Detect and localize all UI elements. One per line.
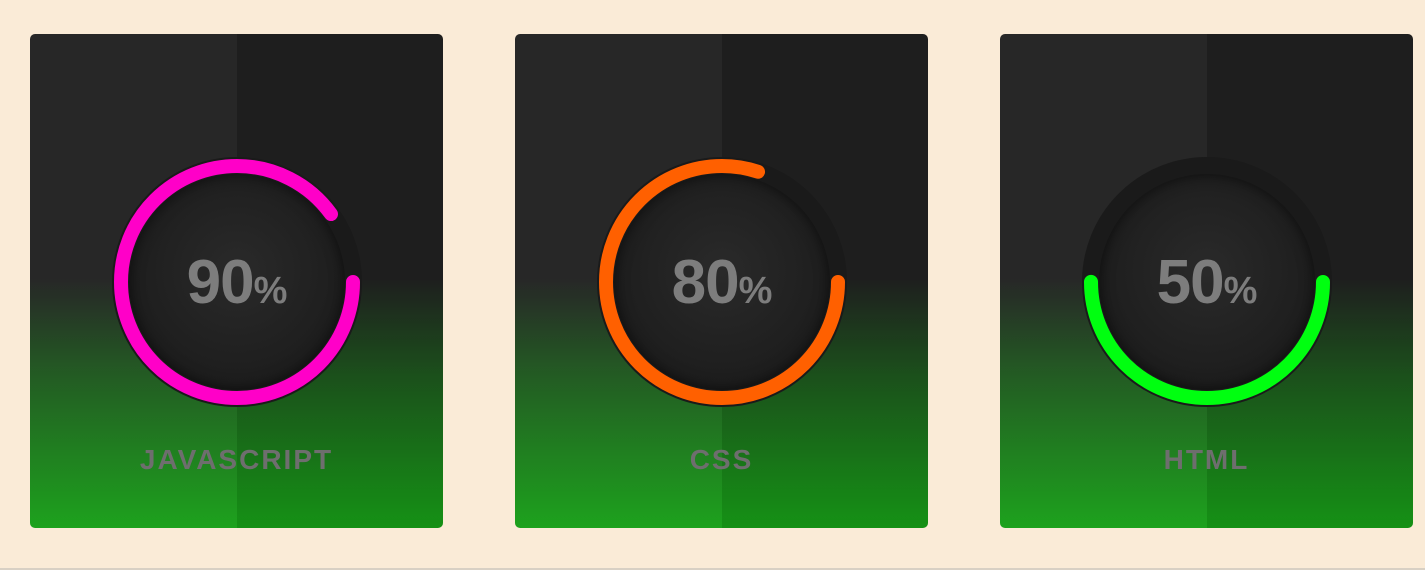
skill-card-css: 80% CSS	[515, 34, 928, 528]
progress-ring: 90%	[112, 157, 362, 407]
percent-value: 90	[186, 247, 255, 317]
progress-ring: 80%	[597, 157, 847, 407]
progress-ring-icon	[1082, 157, 1332, 407]
percent-display: 50%	[1082, 157, 1332, 407]
percent-display: 80%	[597, 157, 847, 407]
progress-ring: 50%	[1082, 157, 1332, 407]
skill-label: HTML	[1163, 444, 1250, 475]
percent-value: 50	[1156, 247, 1225, 317]
percent-sign: %	[1223, 269, 1258, 312]
skill-card-javascript: 90% JAVASCRIPT	[30, 34, 443, 528]
progress-ring-icon	[112, 157, 362, 407]
page-bottom-divider	[0, 568, 1425, 570]
percent-value: 80	[671, 247, 740, 317]
percent-display: 90%	[112, 157, 362, 407]
skill-label: JAVASCRIPT	[139, 444, 334, 475]
progress-ring-icon	[597, 157, 847, 407]
ring-progress-arc	[1084, 159, 1330, 405]
percent-sign: %	[738, 269, 773, 312]
percent-sign: %	[253, 269, 288, 312]
ring-progress-arc	[114, 159, 360, 405]
ring-inner-disc	[614, 174, 830, 390]
skill-cards: 90% JAVASCRIPT 80% CSS 50%	[30, 34, 1413, 528]
ring-inner-disc	[1099, 174, 1315, 390]
ring-inner-disc	[129, 174, 345, 390]
skill-label: CSS	[689, 444, 754, 475]
skill-card-html: 50% HTML	[1000, 34, 1413, 528]
ring-progress-arc	[599, 159, 845, 405]
